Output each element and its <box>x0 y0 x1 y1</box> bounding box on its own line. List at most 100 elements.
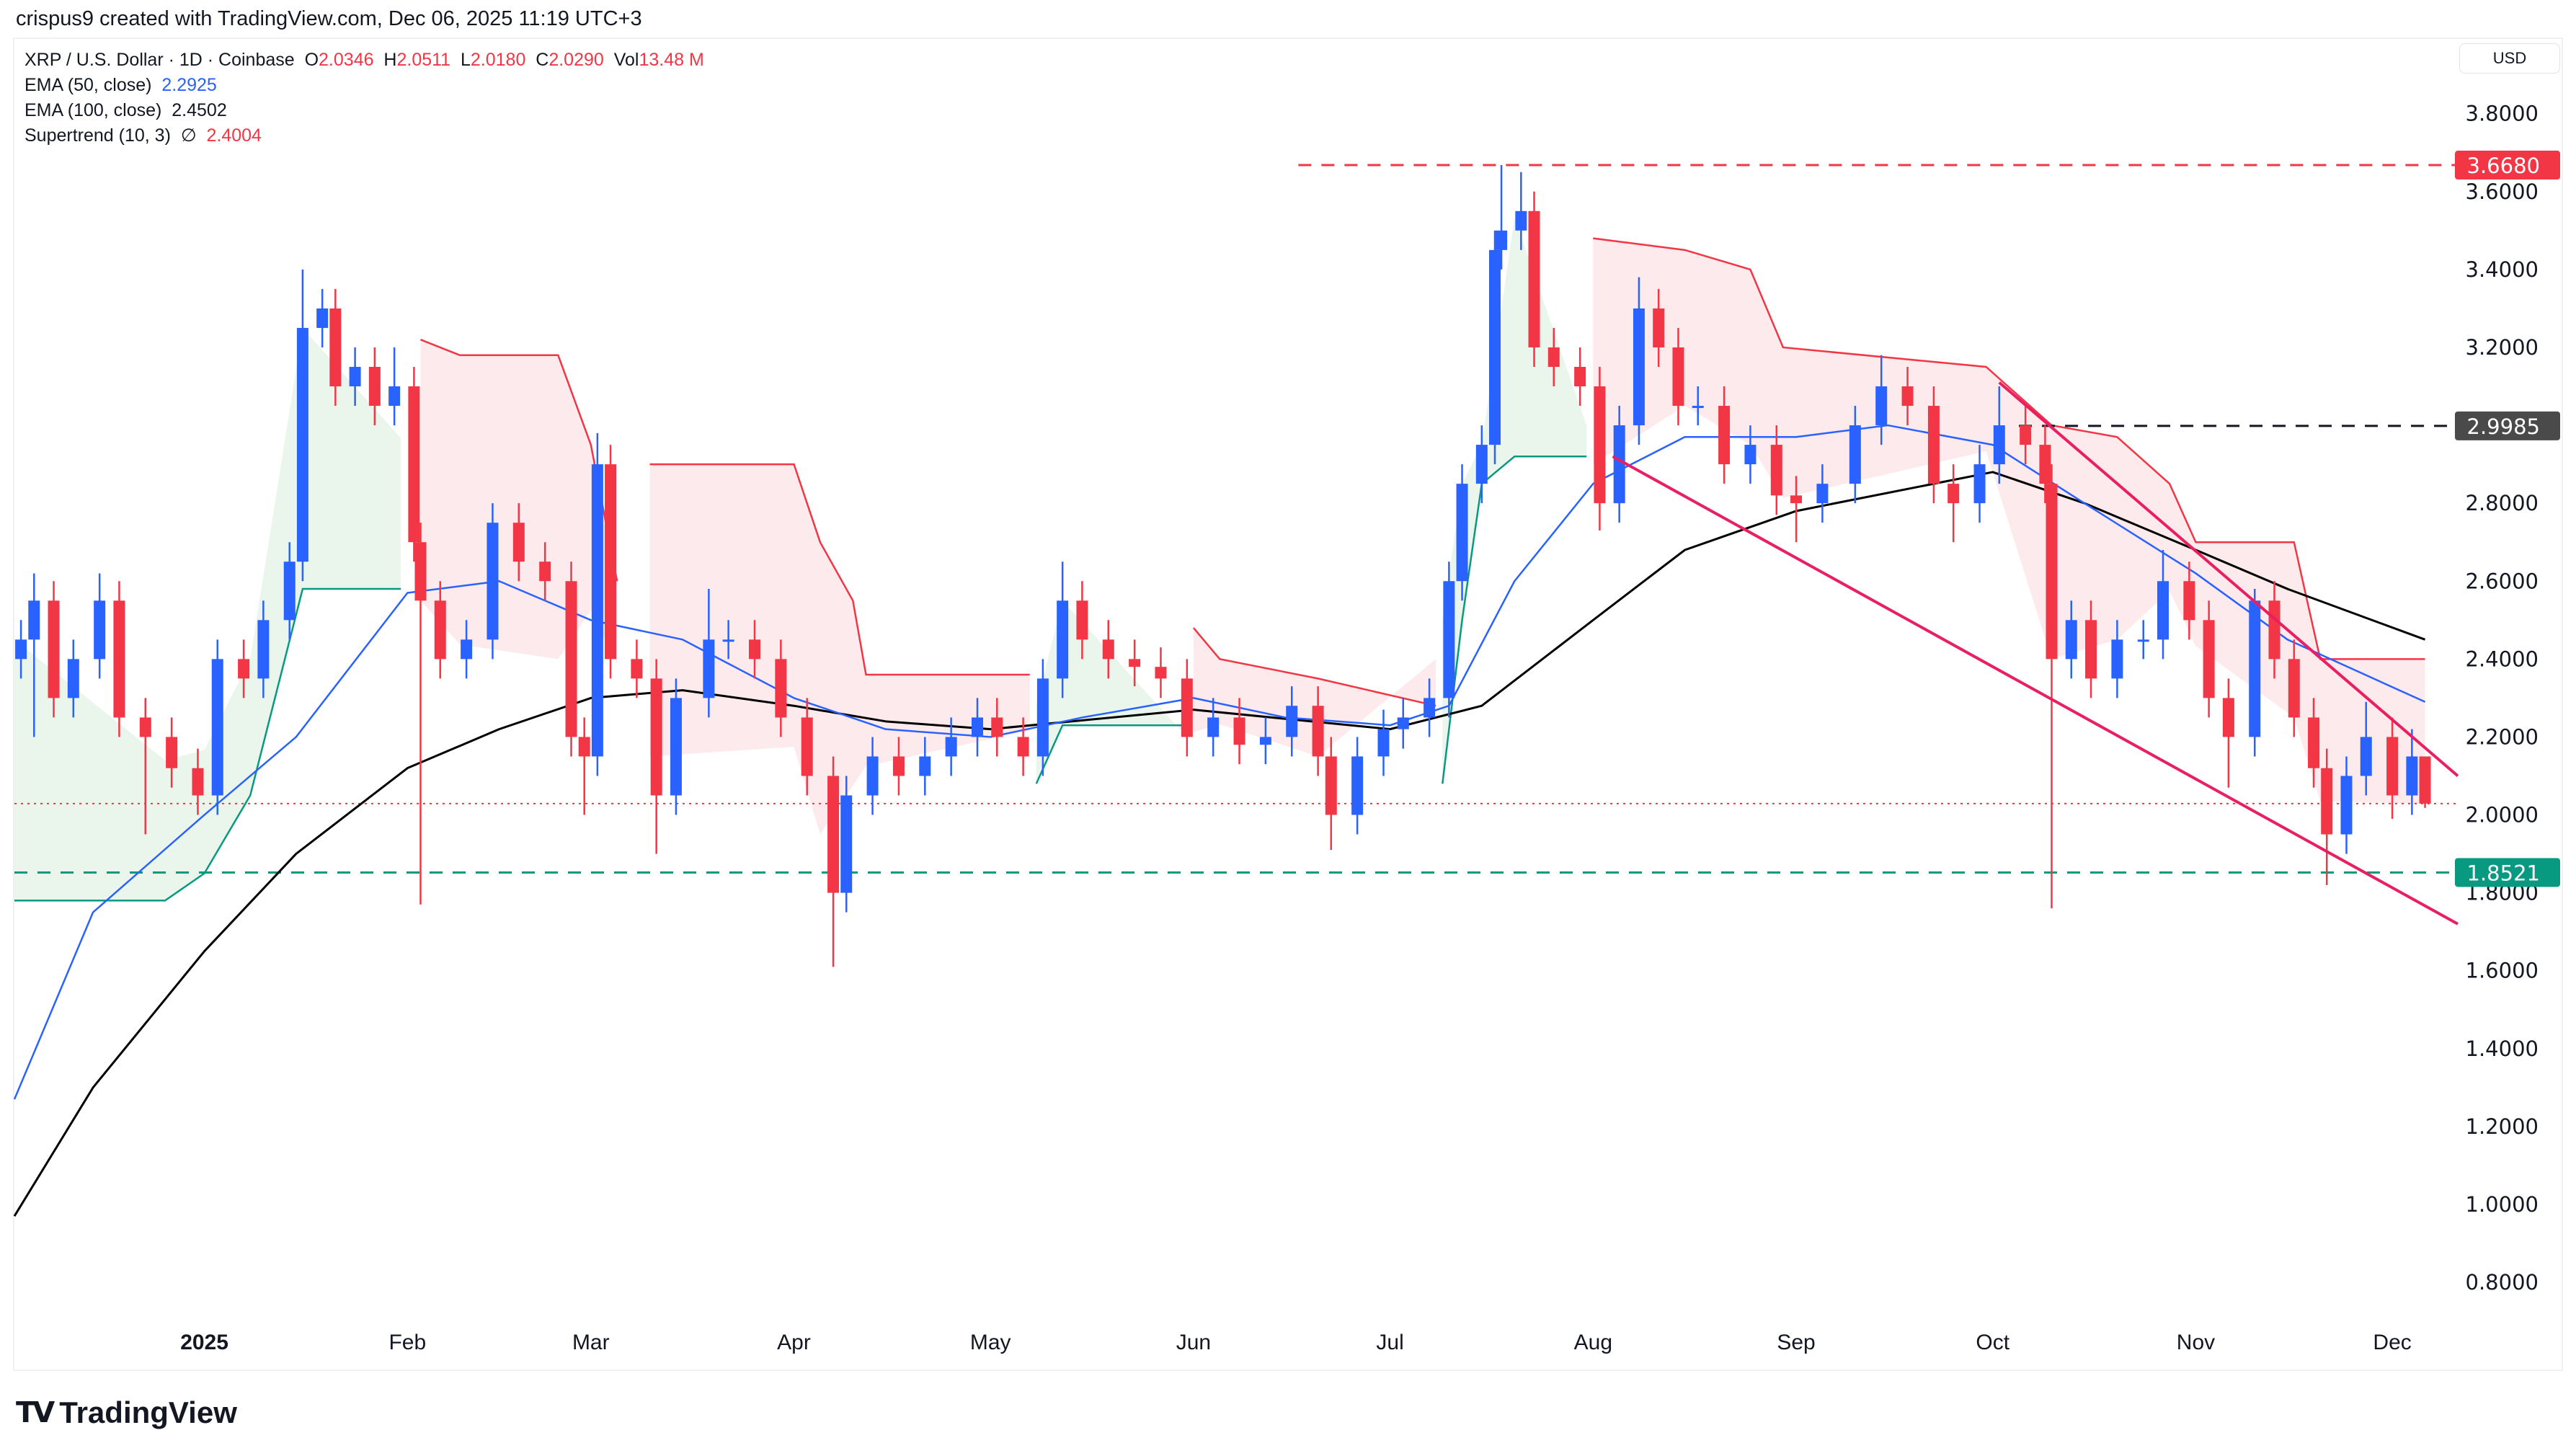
candle <box>991 698 1003 757</box>
ema50-legend[interactable]: EMA (50, close) 2.2925 <box>25 73 704 98</box>
y-tick-label: 2.0000 <box>2466 803 2539 827</box>
candle <box>1155 647 1167 698</box>
candle-body <box>2137 639 2149 642</box>
candle <box>1325 737 1337 851</box>
candle <box>28 573 40 737</box>
tradingview-logo[interactable]: 𝗧𝗩 TradingView <box>16 1395 237 1430</box>
candle <box>1475 425 1488 504</box>
candle <box>1286 686 1298 757</box>
candle-body <box>388 386 401 407</box>
candle <box>1875 355 1888 445</box>
supertrend-up-line <box>14 587 401 902</box>
candle-body <box>2321 768 2333 835</box>
candle-body <box>94 600 106 660</box>
candle-body <box>1574 366 1586 387</box>
supertrend-down-line <box>649 463 1030 676</box>
candle-body <box>1017 737 1029 757</box>
candle <box>2065 600 2077 679</box>
candle <box>1973 445 1986 523</box>
candle-body <box>283 561 296 621</box>
candle-body <box>434 600 446 660</box>
candle <box>2203 600 2215 718</box>
candle <box>1574 347 1586 407</box>
y-tick-label: 0.8000 <box>2466 1270 2539 1295</box>
candle-body <box>591 464 603 757</box>
supertrend-value: 2.4004 <box>206 125 262 146</box>
chart-panel[interactable] <box>13 37 2563 1371</box>
currency-button[interactable]: USD <box>2459 43 2560 74</box>
price-level-badge <box>2455 858 2560 887</box>
y-tick-label: 3.6000 <box>2466 179 2539 204</box>
candle-body <box>1233 717 1245 745</box>
candle-body <box>2157 581 2169 640</box>
y-tick-label: 2.2000 <box>2466 724 2539 749</box>
candle-body <box>1377 729 1390 757</box>
candle <box>166 717 178 788</box>
candle-body <box>1351 756 1364 815</box>
candle-body <box>296 327 308 562</box>
candle-body <box>166 737 178 768</box>
trendline <box>1998 381 2459 778</box>
symbol-title: XRP / U.S. Dollar · 1D · Coinbase <box>25 50 295 70</box>
candle-body <box>1515 210 1527 231</box>
candle-body <box>2249 600 2261 737</box>
supertrend-down-line <box>1192 627 1436 707</box>
candle <box>1594 366 1606 531</box>
x-tick-label: Feb <box>388 1331 426 1354</box>
candle <box>349 347 361 407</box>
candle-body <box>578 737 590 757</box>
candle-body <box>2039 445 2051 484</box>
candle <box>565 561 577 757</box>
candle <box>238 639 250 698</box>
candle <box>487 503 499 660</box>
candle <box>972 698 984 757</box>
candle-body <box>2065 620 2077 660</box>
candle-body <box>2406 756 2418 796</box>
ema100-label: EMA (100, close) <box>25 100 162 120</box>
supertrend-down-fill <box>420 339 618 665</box>
candle-body <box>631 659 643 679</box>
candle <box>1528 191 1540 367</box>
candle-body <box>1312 706 1324 757</box>
candle <box>2419 756 2431 808</box>
price-level-label: 3.6680 <box>2467 154 2540 178</box>
candle-body <box>1102 639 1114 660</box>
supertrend-down-fill <box>1593 238 2425 804</box>
x-tick-label: Mar <box>572 1331 610 1354</box>
symbol-legend[interactable]: XRP / U.S. Dollar · 1D · Coinbase O2.034… <box>25 48 704 73</box>
candle <box>2386 717 2399 819</box>
candle-body <box>1770 445 1782 496</box>
candle <box>1927 386 1940 504</box>
candle-body <box>892 756 905 776</box>
candle-body <box>414 542 427 601</box>
supertrend-down-fill <box>649 464 1030 835</box>
candle <box>722 620 734 660</box>
y-tick-label: 3.4000 <box>2466 257 2539 282</box>
candle <box>827 756 840 967</box>
supertrend-legend[interactable]: Supertrend (10, 3) ∅ 2.4004 <box>25 123 704 148</box>
ema50-label: EMA (50, close) <box>25 75 152 95</box>
open-label: O <box>304 50 319 70</box>
candle-body <box>1057 600 1069 679</box>
candle-body <box>1286 706 1298 737</box>
candle-body <box>2386 737 2399 796</box>
candle <box>1718 386 1731 484</box>
y-tick-label: 3.8000 <box>2466 102 2539 126</box>
candle <box>945 717 957 776</box>
candle <box>211 639 223 815</box>
candle <box>919 737 931 796</box>
candle <box>414 523 427 905</box>
candle-body <box>2111 639 2123 679</box>
candle <box>1233 698 1245 765</box>
candle <box>257 600 270 698</box>
candle <box>775 639 787 737</box>
ema100-legend[interactable]: EMA (100, close) 2.4502 <box>25 98 704 123</box>
candle-body <box>748 639 760 660</box>
candle-body <box>257 620 270 679</box>
candle <box>1076 581 1088 660</box>
candle <box>2360 701 2372 796</box>
candle-body <box>2419 756 2431 804</box>
candle <box>1424 678 1436 737</box>
candle-body <box>1744 445 1756 465</box>
